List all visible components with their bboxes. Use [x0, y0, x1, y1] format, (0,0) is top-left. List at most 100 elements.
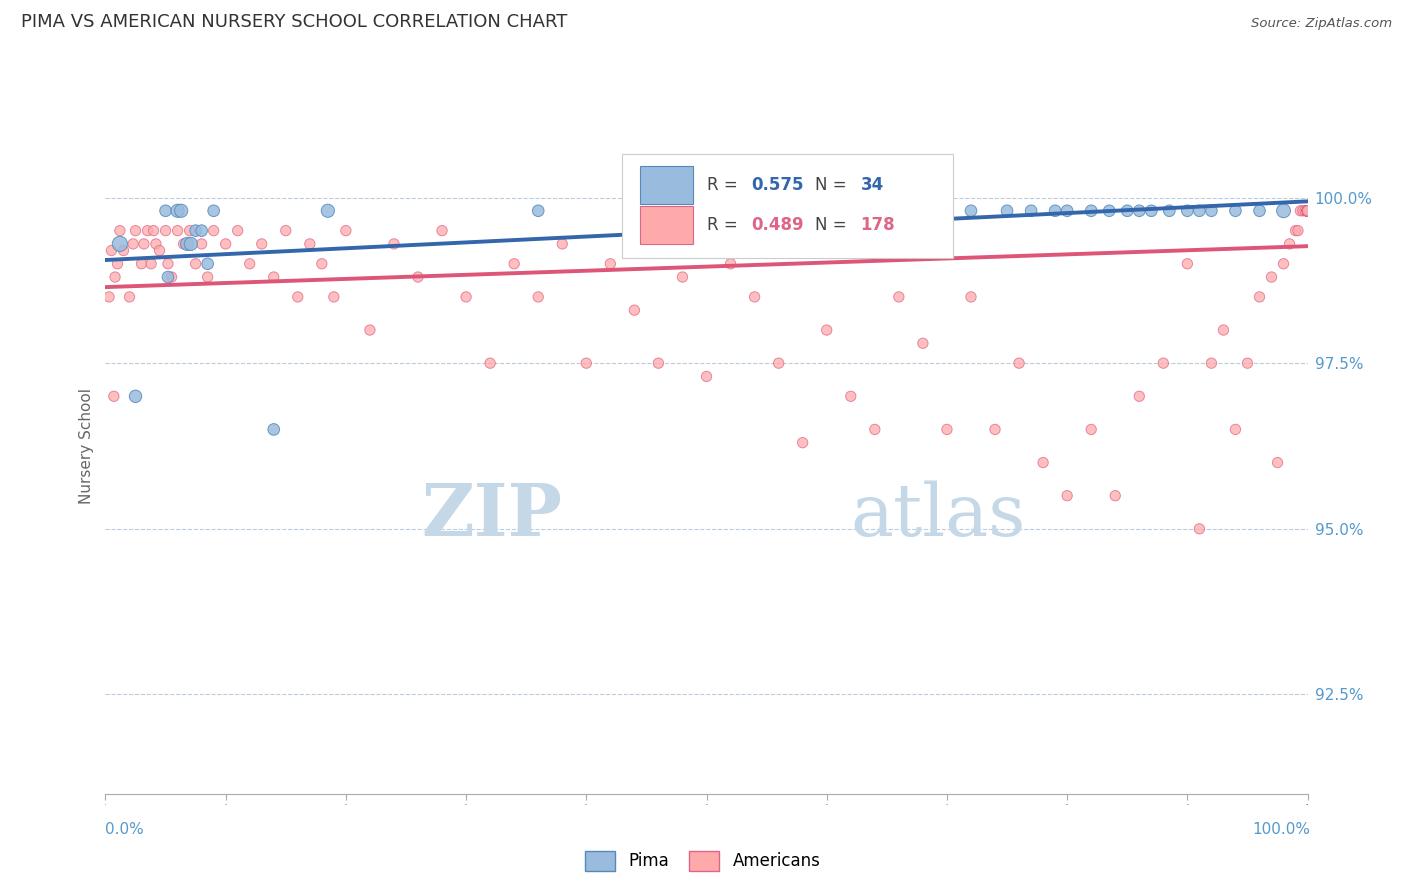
Point — [1296, 203, 1319, 218]
Point — [744, 290, 766, 304]
Point — [1296, 203, 1319, 218]
Point — [1296, 203, 1319, 218]
Point — [263, 270, 285, 285]
Point — [960, 290, 983, 304]
Point — [1296, 203, 1319, 218]
Point — [202, 224, 225, 238]
Point — [1296, 203, 1319, 218]
Text: 0.489: 0.489 — [751, 216, 804, 234]
Text: 178: 178 — [860, 216, 896, 234]
Point — [1296, 203, 1319, 218]
Point — [1296, 203, 1319, 218]
Point — [316, 203, 339, 218]
Point — [136, 224, 159, 238]
Point — [1296, 203, 1319, 218]
Text: 34: 34 — [860, 176, 883, 194]
Point — [274, 224, 297, 238]
Point — [1296, 203, 1319, 218]
Point — [1249, 203, 1271, 218]
Point — [1296, 203, 1319, 218]
Point — [1296, 203, 1319, 218]
Point — [132, 236, 155, 251]
Point — [863, 422, 886, 436]
Point — [839, 389, 862, 403]
Text: 0.0%: 0.0% — [105, 822, 145, 837]
Text: Source: ZipAtlas.com: Source: ZipAtlas.com — [1251, 17, 1392, 29]
Point — [1201, 356, 1223, 370]
Point — [1225, 422, 1247, 436]
Point — [1296, 203, 1319, 218]
Point — [1296, 203, 1319, 218]
Point — [1296, 203, 1319, 218]
Point — [179, 224, 201, 238]
Point — [190, 236, 212, 251]
Point — [1296, 203, 1319, 218]
Point — [1296, 203, 1319, 218]
Point — [1296, 203, 1319, 218]
Point — [173, 236, 195, 251]
Point — [887, 290, 910, 304]
Point — [1296, 203, 1319, 218]
Point — [1296, 203, 1319, 218]
Point — [792, 435, 814, 450]
Point — [575, 356, 598, 370]
Point — [1272, 257, 1295, 271]
Point — [250, 236, 273, 251]
Point — [1008, 356, 1031, 370]
Point — [214, 236, 236, 251]
Point — [311, 257, 333, 271]
Point — [1032, 456, 1054, 470]
Point — [197, 257, 219, 271]
Point — [1296, 203, 1319, 218]
Point — [768, 356, 790, 370]
FancyBboxPatch shape — [640, 206, 693, 244]
Point — [112, 244, 135, 258]
Point — [263, 422, 285, 436]
Point — [527, 290, 550, 304]
Point — [1260, 270, 1282, 285]
Point — [1128, 203, 1150, 218]
Point — [1080, 203, 1102, 218]
Point — [1296, 203, 1319, 218]
Legend: Pima, Americans: Pima, Americans — [579, 844, 827, 878]
Point — [1278, 236, 1301, 251]
Point — [1296, 203, 1319, 218]
Point — [155, 224, 177, 238]
Point — [1296, 203, 1319, 218]
Point — [156, 270, 179, 285]
Point — [1296, 203, 1319, 218]
Point — [1296, 203, 1319, 218]
Point — [1019, 203, 1042, 218]
Point — [527, 203, 550, 218]
Point — [960, 203, 983, 218]
Point — [180, 236, 202, 251]
Point — [190, 224, 212, 238]
Point — [1296, 203, 1319, 218]
Text: 100.0%: 100.0% — [1253, 822, 1310, 837]
Y-axis label: Nursery School: Nursery School — [79, 388, 94, 504]
Point — [1296, 203, 1319, 218]
Point — [335, 224, 357, 238]
Point — [1056, 489, 1078, 503]
Point — [984, 422, 1007, 436]
Point — [1188, 522, 1211, 536]
Point — [1296, 203, 1319, 218]
Point — [298, 236, 321, 251]
Point — [1296, 203, 1319, 218]
Point — [1296, 203, 1319, 218]
Text: ZIP: ZIP — [422, 480, 562, 551]
Point — [1289, 203, 1312, 218]
Point — [1249, 290, 1271, 304]
Point — [1225, 203, 1247, 218]
Text: atlas: atlas — [851, 480, 1026, 551]
Point — [145, 236, 167, 251]
Point — [1296, 203, 1319, 218]
Point — [1296, 203, 1319, 218]
Point — [108, 236, 131, 251]
Point — [1296, 203, 1319, 218]
Point — [1296, 203, 1319, 218]
Point — [1296, 203, 1319, 218]
Point — [148, 244, 170, 258]
Point — [98, 290, 121, 304]
Point — [1296, 203, 1319, 218]
